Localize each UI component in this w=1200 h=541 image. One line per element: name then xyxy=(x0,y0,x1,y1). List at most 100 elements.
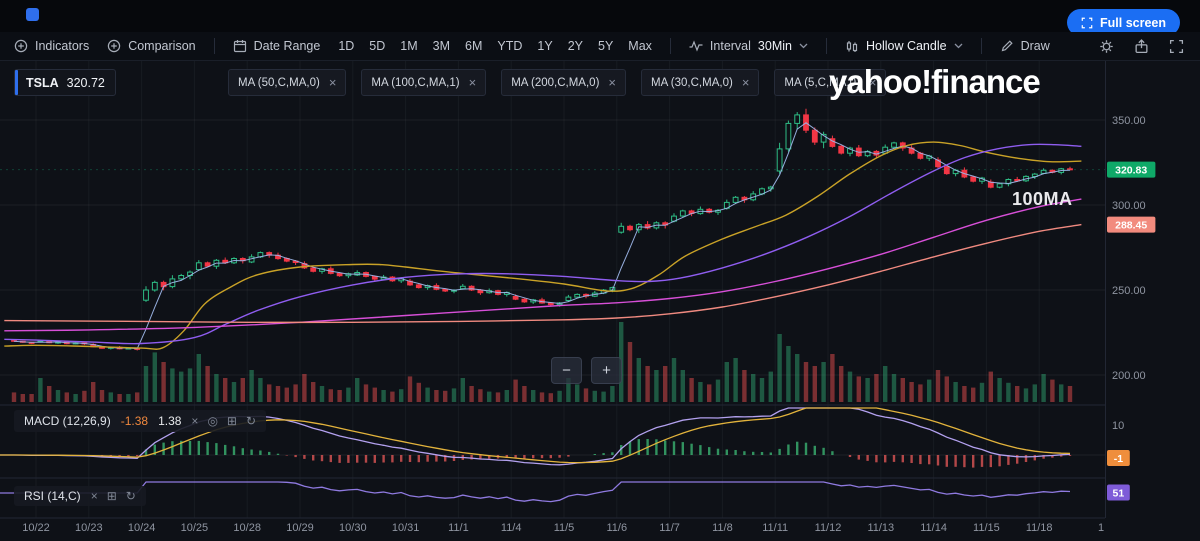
range-5y[interactable]: 5Y xyxy=(598,39,614,53)
comparison-label: Comparison xyxy=(128,39,196,53)
macd-value-badge: -1 xyxy=(1107,450,1130,466)
chart-style-control[interactable]: Hollow Candle xyxy=(845,39,963,53)
ma-tag-1[interactable]: MA (100,C,MA,1) × xyxy=(361,69,487,96)
svg-text:11/8: 11/8 xyxy=(712,522,733,534)
ma-50-line xyxy=(4,143,1082,345)
candle-style-icon xyxy=(846,41,858,52)
settings-button[interactable] xyxy=(1099,39,1114,54)
toolbar-divider xyxy=(669,38,671,54)
ma-tag-close-icon[interactable]: × xyxy=(328,75,337,90)
rsi-legend-icons: × ⊞ ↻ xyxy=(91,489,136,503)
date-range-button[interactable]: Date Range xyxy=(233,39,320,53)
symbol-name: TSLA xyxy=(26,75,59,90)
ma-tag-0[interactable]: MA (50,C,MA,0) × xyxy=(228,69,347,96)
svg-text:10/31: 10/31 xyxy=(392,522,420,534)
svg-text:10/22: 10/22 xyxy=(22,522,50,534)
fullscreen-button[interactable]: Full screen xyxy=(1067,9,1180,36)
rsi-value-badge: 51 xyxy=(1107,484,1130,501)
svg-text:11/12: 11/12 xyxy=(815,522,842,534)
macd-close-icon[interactable]: × xyxy=(191,414,199,428)
svg-text:11/4: 11/4 xyxy=(501,522,522,534)
range-5d[interactable]: 5D xyxy=(369,39,386,53)
svg-text:11/14: 11/14 xyxy=(920,522,947,534)
expand-button[interactable] xyxy=(1169,39,1184,54)
app-logo[interactable] xyxy=(26,8,39,21)
ma-tag-close-icon[interactable]: × xyxy=(608,75,616,90)
svg-text:11/11: 11/11 xyxy=(762,522,788,534)
rsi-legend[interactable]: RSI (14,C) × ⊞ ↻ xyxy=(14,486,146,506)
svg-text:10/24: 10/24 xyxy=(128,522,156,534)
comparison-button[interactable]: Comparison xyxy=(107,39,196,53)
range-max[interactable]: Max xyxy=(628,39,652,53)
rsi-line xyxy=(0,481,1071,503)
macd-signal-line xyxy=(0,407,1071,464)
drawn-label-100ma[interactable]: 100MA xyxy=(1012,189,1073,209)
ma-5-line xyxy=(13,122,1071,350)
range-1y[interactable]: 1Y xyxy=(537,39,553,53)
ma-tag-label: MA (200,C,MA,0) xyxy=(511,76,600,89)
draw-button[interactable]: Draw xyxy=(1000,39,1050,53)
fullscreen-button-label: Full screen xyxy=(1100,15,1166,30)
ma-lines xyxy=(4,122,1082,350)
interval-value: 30Min xyxy=(757,39,792,53)
macd-legend[interactable]: MACD (12,26,9) -1.38 1.38 × ◎ ⊞ ↻ xyxy=(14,410,267,432)
interval-icon xyxy=(689,40,703,52)
range-3m[interactable]: 3M xyxy=(432,39,451,53)
range-ytd[interactable]: YTD xyxy=(497,39,523,53)
svg-text:10/25: 10/25 xyxy=(181,522,209,534)
ma-tag-close-icon[interactable]: × xyxy=(868,75,877,90)
ma-tag-2[interactable]: MA (200,C,MA,0) × xyxy=(501,69,626,96)
indicators-label: Indicators xyxy=(35,39,90,53)
chevron-down-icon xyxy=(799,43,808,49)
range-2y[interactable]: 2Y xyxy=(567,39,583,53)
range-1d[interactable]: 1D xyxy=(338,39,355,53)
share-icon xyxy=(1135,38,1148,53)
svg-text:11/1: 11/1 xyxy=(448,522,469,534)
rsi-close-icon[interactable]: × xyxy=(90,489,98,503)
ma-100-line xyxy=(4,198,1082,332)
svg-text:320.83: 320.83 xyxy=(1115,164,1147,176)
svg-text:11/15: 11/15 xyxy=(973,522,1000,534)
range-6m[interactable]: 6M xyxy=(465,39,483,53)
svg-text:250.00: 250.00 xyxy=(1112,285,1146,297)
symbol-tag[interactable]: TSLA 320.72 xyxy=(14,69,116,96)
rsi-settings-icon[interactable]: ⊞ xyxy=(106,489,117,503)
ma-tag-label: MA (30,C,MA,0) xyxy=(651,76,733,89)
indicators-icon xyxy=(14,39,28,53)
ma-tag-close-icon[interactable]: × xyxy=(468,75,477,90)
svg-text:288.45: 288.45 xyxy=(1115,219,1147,231)
topbar: Full screen xyxy=(0,0,1200,36)
rsi-reset-icon[interactable]: ↻ xyxy=(125,489,136,503)
price-axis: 350.00 300.00 250.00 200.00 10 xyxy=(1112,115,1146,432)
svg-text:11/7: 11/7 xyxy=(659,522,680,534)
svg-text:10/29: 10/29 xyxy=(286,522,314,534)
chart-background xyxy=(0,60,1200,541)
zoom-out-button[interactable]: − xyxy=(551,357,582,384)
ma-tags: MA (50,C,MA,0) × MA (100,C,MA,1) × MA (200,C… xyxy=(228,69,887,96)
range-1m[interactable]: 1M xyxy=(400,39,418,53)
zoom-in-button[interactable]: + xyxy=(591,357,622,384)
macd-settings-icon[interactable]: ⊞ xyxy=(226,414,237,428)
zoom-controls: − + xyxy=(551,357,622,384)
watermark-logo: yahoo!finance xyxy=(829,63,1041,100)
interval-label: Interval xyxy=(709,39,751,53)
svg-text:11/13: 11/13 xyxy=(867,522,894,534)
macd-reset-icon[interactable]: ↻ xyxy=(245,414,257,428)
toolbar-right-icons xyxy=(1099,38,1186,54)
svg-text:11/5: 11/5 xyxy=(554,522,575,534)
toolbar-divider xyxy=(980,38,982,54)
ma-tag-3[interactable]: MA (30,C,MA,0) × xyxy=(641,69,760,96)
share-button[interactable] xyxy=(1134,38,1149,54)
ma-tag-close-icon[interactable]: × xyxy=(741,75,750,90)
rsi-label: RSI (14,C) xyxy=(24,489,81,503)
fullscreen-icon xyxy=(1081,17,1093,28)
svg-text:10/28: 10/28 xyxy=(233,522,261,534)
gear-icon xyxy=(1100,39,1113,53)
macd-legend-icons: × ◎ ⊞ ↻ xyxy=(191,414,256,428)
ma-tag-4[interactable]: MA (5,C,MA,0) × xyxy=(774,69,887,96)
indicators-button[interactable]: Indicators xyxy=(14,39,89,53)
symbol-accent-bar xyxy=(15,70,18,95)
interval-control[interactable]: Interval 30Min xyxy=(689,39,808,53)
macd-visibility-icon[interactable]: ◎ xyxy=(207,414,218,428)
